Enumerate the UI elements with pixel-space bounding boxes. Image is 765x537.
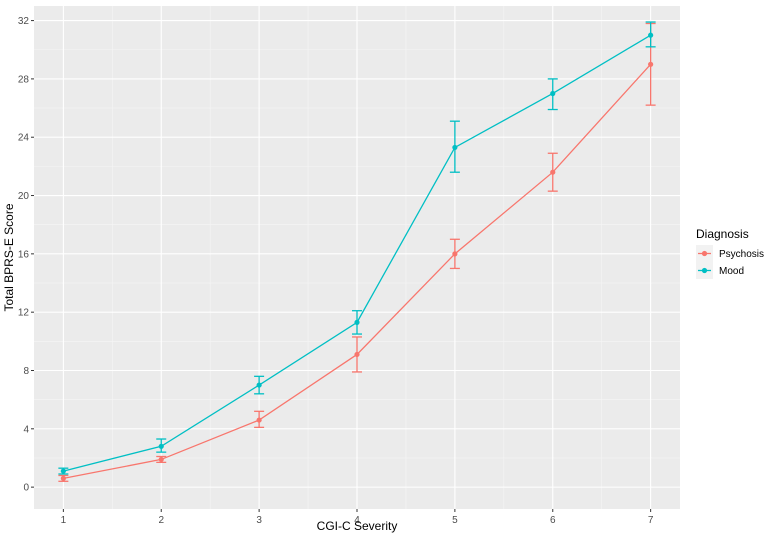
y-tick-label: 8	[23, 366, 29, 377]
data-point-psychosis	[60, 475, 66, 481]
y-tick-label: 16	[18, 249, 30, 260]
x-tick-label: 6	[550, 515, 556, 526]
grid	[34, 6, 680, 509]
data-point-psychosis	[550, 169, 556, 175]
data-point-mood	[256, 382, 262, 388]
data-point-mood	[354, 319, 360, 325]
y-tick-label: 4	[23, 424, 29, 435]
legend-label-mood: Mood	[719, 266, 744, 277]
y-axis-title: Total BPRS-E Score	[2, 203, 16, 311]
y-tick-label: 12	[18, 308, 30, 319]
data-point-mood	[60, 468, 66, 474]
legend: Diagnosis Psychosis Mood	[696, 227, 764, 279]
y-tick-label: 20	[18, 191, 30, 202]
data-point-psychosis	[158, 456, 164, 463]
data-point-psychosis	[256, 417, 262, 423]
series-psychosis	[58, 22, 656, 482]
x-tick-label: 5	[452, 515, 458, 526]
data-point-mood	[158, 443, 164, 449]
x-tick-label: 1	[61, 515, 67, 526]
series-mood	[58, 21, 656, 475]
series-layer	[58, 21, 656, 482]
data-point-psychosis	[452, 251, 458, 257]
y-tick-label: 0	[23, 483, 29, 494]
data-point-mood	[452, 144, 458, 151]
y-tick-label: 24	[18, 133, 30, 144]
data-point-psychosis	[648, 61, 654, 67]
x-tick-label: 2	[158, 515, 164, 526]
data-point-psychosis	[354, 351, 360, 358]
legend-key-mood	[696, 262, 713, 279]
y-tick-label: 32	[18, 16, 30, 27]
x-tick-label: 7	[648, 515, 654, 526]
y-tick-label: 28	[18, 74, 30, 85]
x-tick-label: 3	[256, 515, 262, 526]
x-tick-label: 4	[354, 515, 360, 526]
data-point-mood	[648, 32, 654, 38]
x-axis: 1 2 3 4 5 6 7	[61, 509, 654, 526]
legend-key-psychosis	[696, 245, 713, 262]
x-axis-title: CGI-C Severity	[317, 519, 398, 533]
legend-title: Diagnosis	[696, 227, 749, 241]
y-axis: 0 4 8 12 16 20 24 28 32	[18, 16, 34, 494]
legend-label-psychosis: Psychosis	[719, 249, 764, 260]
data-point-mood	[550, 90, 556, 97]
